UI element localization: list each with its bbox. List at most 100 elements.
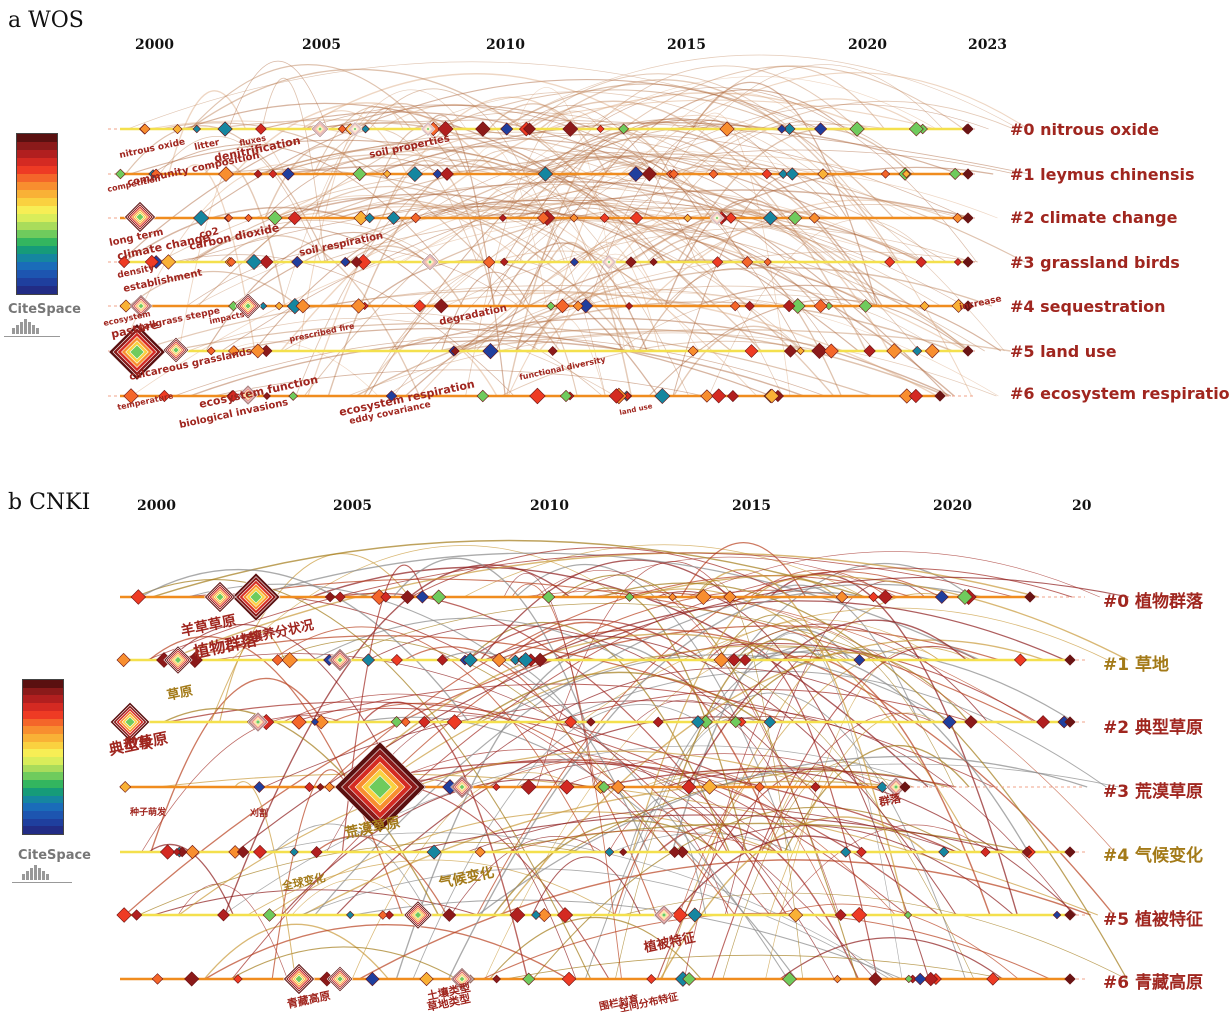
keyword-node bbox=[245, 253, 263, 271]
citation-arc bbox=[761, 633, 903, 980]
citation-arc bbox=[412, 704, 700, 980]
citation-arc bbox=[488, 103, 608, 175]
keyword-node bbox=[557, 907, 573, 924]
citation-arc bbox=[450, 836, 603, 916]
keyword-node bbox=[510, 654, 521, 666]
keyword-node bbox=[491, 652, 507, 668]
citation-arc bbox=[441, 271, 530, 352]
keyword-node bbox=[437, 121, 454, 137]
citation-arc bbox=[531, 291, 636, 352]
citation-arc bbox=[395, 643, 658, 980]
citation-arc bbox=[519, 105, 697, 263]
keyword-node bbox=[364, 212, 375, 224]
citation-arc bbox=[479, 559, 732, 661]
citation-arc bbox=[608, 809, 729, 916]
citation-arc bbox=[271, 153, 762, 352]
keyword-node bbox=[1024, 591, 1036, 603]
citation-arc bbox=[404, 646, 657, 916]
citation-arc bbox=[233, 102, 499, 175]
citation-arc bbox=[654, 98, 924, 219]
keyword-node bbox=[913, 972, 927, 986]
keyword-node-major bbox=[893, 784, 899, 790]
keyword-node bbox=[834, 909, 847, 921]
keyword-node bbox=[334, 591, 346, 603]
keyword-node bbox=[899, 388, 915, 404]
keyword-node bbox=[698, 714, 713, 730]
keyword-node bbox=[541, 590, 556, 604]
citation-arc bbox=[300, 868, 891, 980]
citation-arc bbox=[774, 903, 1019, 980]
legend-swatch bbox=[23, 733, 63, 742]
citation-arc bbox=[694, 569, 907, 916]
citation-arc bbox=[131, 214, 909, 397]
keyword-node bbox=[652, 716, 664, 728]
keyword-node bbox=[723, 590, 737, 604]
keyword-node bbox=[912, 345, 923, 357]
citation-arc bbox=[369, 88, 565, 263]
keyword-node bbox=[856, 846, 867, 858]
keyword-label: 群落 bbox=[877, 790, 903, 809]
legend-swatch bbox=[23, 703, 63, 711]
citation-arc bbox=[278, 193, 677, 263]
citation-arc bbox=[324, 575, 912, 788]
keyword-node bbox=[255, 123, 267, 135]
keyword-node bbox=[787, 210, 803, 226]
keyword-node bbox=[668, 592, 677, 602]
keyword-node bbox=[475, 121, 491, 137]
keyword-node bbox=[729, 715, 742, 729]
citation-arc bbox=[204, 160, 286, 307]
citation-arc bbox=[444, 203, 972, 352]
keyword-node bbox=[119, 299, 133, 313]
citation-arc bbox=[649, 225, 926, 263]
keyword-node bbox=[529, 387, 546, 405]
citation-arc bbox=[517, 135, 740, 219]
keyword-node bbox=[654, 387, 671, 405]
keyword-node bbox=[625, 302, 634, 310]
keyword-node bbox=[291, 714, 307, 730]
citation-arc bbox=[340, 633, 800, 788]
citation-arc bbox=[402, 155, 875, 263]
keyword-node-major bbox=[249, 590, 263, 604]
citation-arc bbox=[422, 292, 938, 397]
keyword-node bbox=[380, 591, 392, 603]
citation-arc bbox=[261, 111, 949, 397]
citation-arc bbox=[173, 254, 515, 397]
citation-arc bbox=[691, 81, 878, 307]
citation-arc bbox=[508, 830, 777, 853]
keyword-node bbox=[919, 301, 930, 311]
keyword-node bbox=[823, 343, 839, 359]
citation-arc bbox=[436, 207, 902, 263]
keyword-node bbox=[899, 781, 911, 793]
citation-arc bbox=[123, 206, 349, 263]
keyword-node bbox=[1057, 715, 1071, 729]
legend-swatch bbox=[17, 238, 57, 246]
cluster-label: #1 草地 bbox=[1103, 655, 1169, 675]
keyword-node bbox=[683, 213, 692, 223]
keyword-node bbox=[382, 169, 392, 179]
keyword-node bbox=[217, 908, 230, 922]
cluster-label: #5 land use bbox=[1010, 342, 1117, 361]
citation-arc bbox=[281, 89, 467, 307]
citation-arc bbox=[263, 700, 835, 788]
keyword-node bbox=[217, 121, 233, 137]
citation-arc bbox=[468, 146, 548, 307]
keyword-node bbox=[476, 389, 490, 403]
citation-arc bbox=[411, 159, 690, 397]
keyword-node bbox=[432, 168, 443, 180]
citation-arc bbox=[314, 583, 983, 916]
citation-arc bbox=[247, 859, 617, 916]
citation-arc bbox=[348, 245, 464, 307]
keyword-node bbox=[572, 300, 584, 312]
keyword-node bbox=[537, 166, 554, 182]
citation-arc bbox=[301, 73, 652, 130]
citation-arc bbox=[291, 879, 420, 916]
citation-arc bbox=[364, 260, 597, 397]
citation-arc bbox=[765, 648, 939, 980]
year-label: 2005 bbox=[302, 37, 341, 53]
citation-arc bbox=[358, 152, 731, 263]
citation-arc bbox=[643, 119, 732, 219]
year-label: 2015 bbox=[667, 37, 706, 53]
keyword-node bbox=[517, 652, 534, 668]
keyword-node bbox=[236, 845, 250, 859]
legend-swatch bbox=[23, 810, 63, 819]
